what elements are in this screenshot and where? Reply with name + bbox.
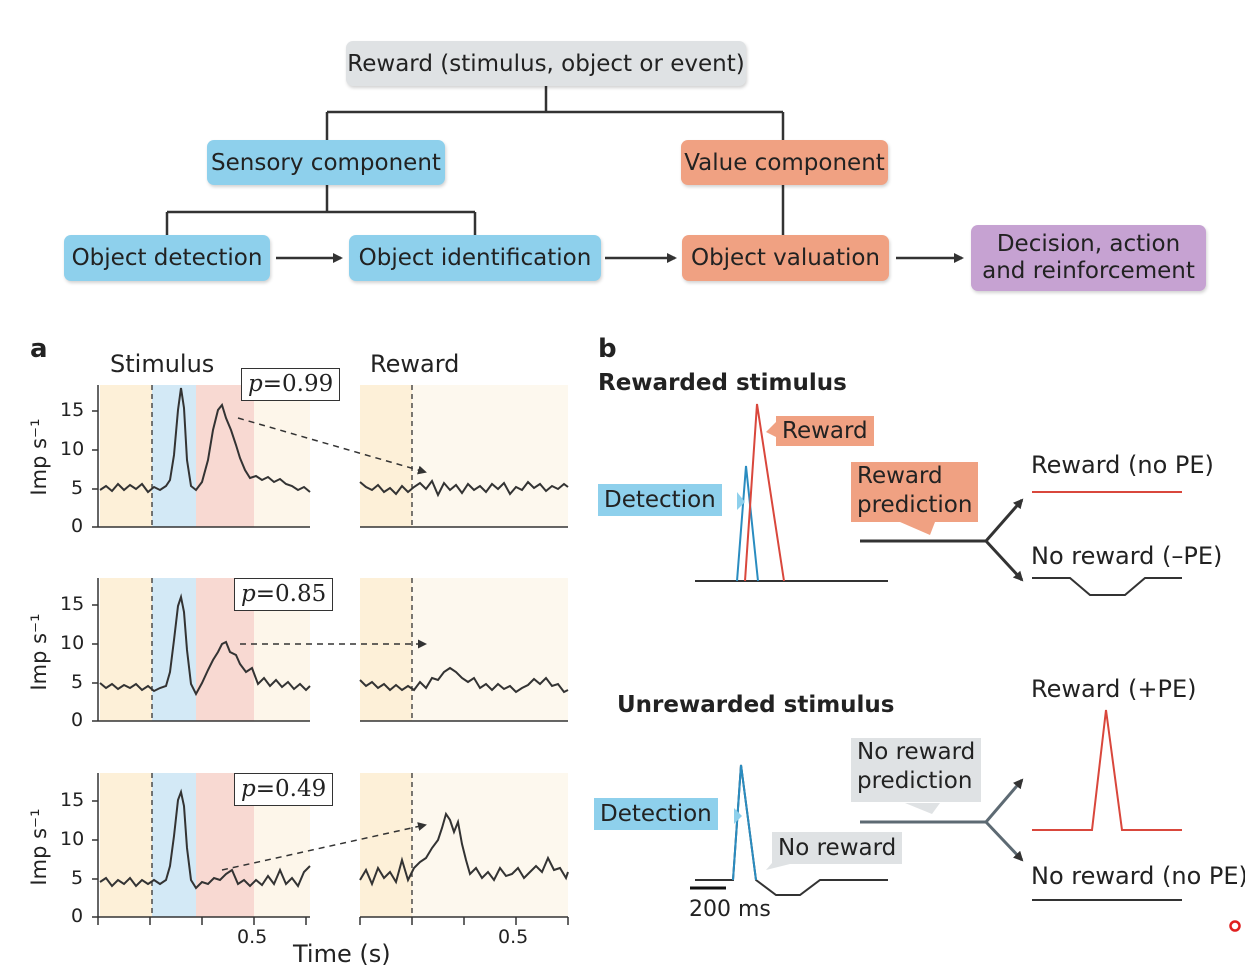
reward-callout: Reward xyxy=(776,416,874,446)
p-value: =0.49 xyxy=(255,776,327,802)
no-reward-callout: No reward xyxy=(772,832,903,864)
ylabel-row2: Imp s⁻¹ xyxy=(27,613,51,691)
reward-column-label: Reward xyxy=(370,350,460,378)
ylabel-row1: Imp s⁻¹ xyxy=(27,418,51,496)
outcome-reward-pos-pe: Reward (+PE) xyxy=(1031,675,1197,703)
ytick-15: 15 xyxy=(60,789,85,811)
xtick-stimulus-0-5: 0.5 xyxy=(237,926,268,948)
decision-line2: and reinforcement xyxy=(982,258,1195,284)
no-reward-prediction-callout: No reward prediction xyxy=(851,738,982,802)
flow-connectors xyxy=(165,86,785,235)
p-value: =0.99 xyxy=(262,371,334,397)
root-reward-box: Reward (stimulus, object or event) xyxy=(346,41,746,86)
p-symbol: p xyxy=(241,776,256,802)
sensory-component-box: Sensory component xyxy=(207,140,445,185)
x-axis-label: Time (s) xyxy=(293,940,391,968)
ylabel-row3: Imp s⁻¹ xyxy=(27,808,51,886)
scale-bar-label: 200 ms xyxy=(689,897,771,922)
decision-box: Decision, action and reinforcement xyxy=(971,225,1206,291)
p-label-row1: p=0.99 xyxy=(241,368,341,401)
ytick-0: 0 xyxy=(71,709,84,731)
ytick-5: 5 xyxy=(71,477,84,499)
unrewarded-stimulus-title: Unrewarded stimulus xyxy=(617,692,895,718)
panel-b-letter: b xyxy=(598,334,617,364)
panel-b-rewarded-traces xyxy=(695,403,1182,596)
outcome-reward-no-pe: Reward (no PE) xyxy=(1031,451,1214,479)
panel-b-unrewarded-traces xyxy=(690,709,1182,901)
p-symbol: p xyxy=(248,371,263,397)
decision-line1: Decision, action xyxy=(996,231,1181,257)
callout-tails xyxy=(734,420,940,870)
ytick-5: 5 xyxy=(71,671,84,693)
rewarded-stimulus-title: Rewarded stimulus xyxy=(598,370,847,396)
ytick-15: 15 xyxy=(60,399,85,421)
reward-prediction-line1: Reward xyxy=(857,463,943,489)
reward-prediction-callout: Reward prediction xyxy=(851,462,979,522)
p-symbol: p xyxy=(241,581,256,607)
p-value: =0.85 xyxy=(255,581,327,607)
no-reward-prediction-line2: prediction xyxy=(857,768,973,794)
p-label-row3: p=0.49 xyxy=(234,773,334,806)
panel-a-letter: a xyxy=(30,334,48,364)
value-component-box: Value component xyxy=(681,140,888,185)
outcome-no-reward-neg-pe: No reward (–PE) xyxy=(1031,542,1223,570)
panel-a-row1 xyxy=(92,385,569,528)
object-detection-box: Object detection xyxy=(64,235,270,281)
detection-callout-unrewarded: Detection xyxy=(594,798,718,830)
ytick-5: 5 xyxy=(71,867,84,889)
p-label-row2: p=0.85 xyxy=(234,578,334,611)
outcome-no-reward-no-pe: No reward (no PE) xyxy=(1031,862,1245,890)
ytick-0: 0 xyxy=(71,905,84,927)
ytick-10: 10 xyxy=(60,438,85,460)
object-valuation-box: Object valuation xyxy=(682,235,889,281)
ytick-0: 0 xyxy=(71,515,84,537)
xtick-reward-0-5: 0.5 xyxy=(498,926,529,948)
ytick-15: 15 xyxy=(60,593,85,615)
object-identification-box: Object identification xyxy=(349,235,601,281)
no-reward-prediction-line1: No reward xyxy=(857,739,976,765)
detection-callout-rewarded: Detection xyxy=(598,484,722,516)
marker-dot xyxy=(1229,920,1241,932)
panel-a-row3 xyxy=(92,773,569,925)
ytick-10: 10 xyxy=(60,828,85,850)
stimulus-column-label: Stimulus xyxy=(110,350,215,378)
ytick-10: 10 xyxy=(60,632,85,654)
reward-prediction-line2: prediction xyxy=(857,492,973,518)
panel-a-row2 xyxy=(92,578,569,722)
